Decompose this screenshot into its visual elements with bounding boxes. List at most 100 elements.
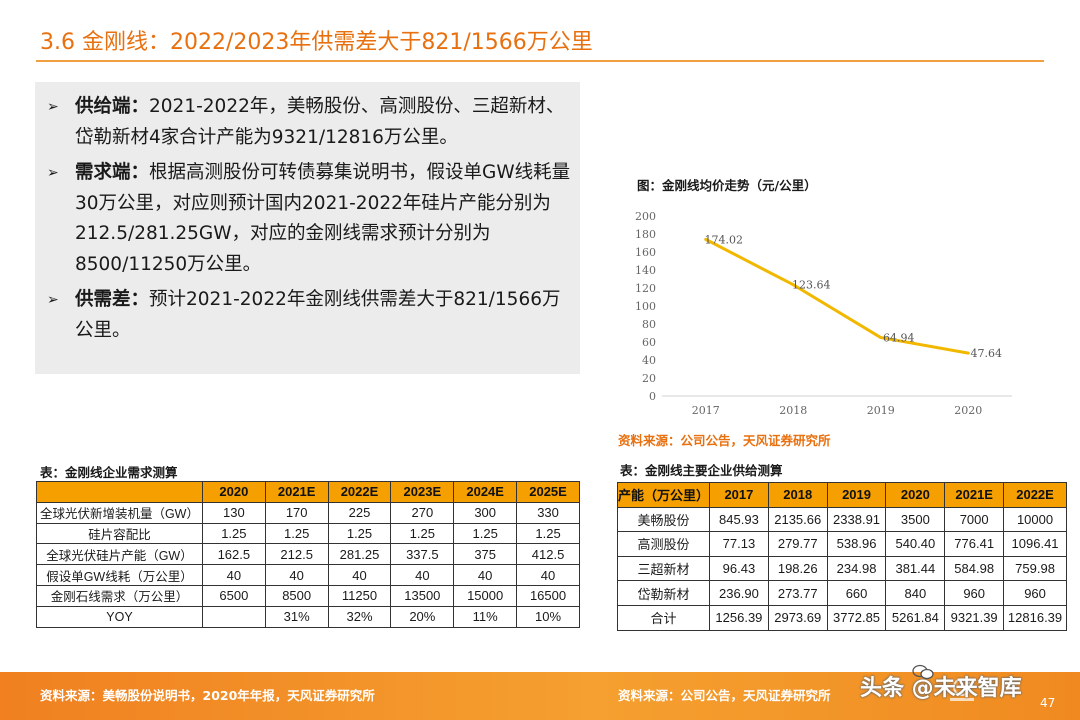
table-cell: 40 (327, 564, 392, 586)
table-row: 合计 1256.39 2973.69 3772.85 5261.84 9321.39 128… (616, 604, 1067, 631)
table-cell: 270 (390, 501, 455, 524)
table-cell: 3772.85 (826, 604, 887, 631)
y-tick-label: 80 (642, 318, 656, 331)
row-label: 金刚石线需求（万公里） (36, 584, 203, 607)
table-cell: 170 (264, 501, 329, 524)
y-tick-label: 140 (635, 264, 656, 277)
table-cell: 162.5 (201, 543, 266, 566)
data-point (966, 351, 970, 355)
footer-bar (0, 672, 1080, 720)
row-label: 三超新材 (616, 555, 711, 582)
price-series-line (705, 238, 969, 355)
bullet-demand: ➢ 需求端：根据高测股份可转债募集说明书，假设单GW线耗量30万公里，对应则预计… (47, 158, 572, 280)
column-header: 2022E (327, 481, 392, 503)
row-label: 硅片容配比 (36, 522, 203, 545)
table-cell: 1.25 (516, 522, 580, 545)
table-header-row: 产能（万公里） 2017 2018 2019 2020 2021E 2022E (616, 482, 1067, 508)
table-cell: 540.40 (885, 531, 946, 557)
y-tick-label: 0 (649, 390, 656, 403)
column-header: 2025E (516, 481, 580, 503)
table-cell: 337.5 (390, 543, 455, 566)
table-cell: 660 (826, 580, 887, 606)
x-tick-label: 2017 (692, 404, 720, 417)
demand-table-caption: 表：金刚线企业需求测算 (40, 465, 178, 480)
table-cell: 279.77 (767, 531, 828, 557)
title-divider (36, 60, 1044, 62)
page-title: 3.6 金刚线：2022/2023年供需差大于821/1566万公里 (40, 30, 593, 55)
table-cell: 2338.91 (826, 506, 887, 533)
row-label: YOY (36, 605, 203, 628)
table-cell: 96.43 (709, 555, 769, 582)
y-tick-label: 20 (642, 372, 656, 385)
table-cell: 198.26 (767, 555, 828, 582)
table-cell: 15000 (453, 584, 518, 607)
y-tick-label: 60 (642, 336, 656, 349)
table-cell: 776.41 (944, 531, 1005, 557)
y-tick-label: 200 (635, 210, 656, 223)
footer-left-source: 资料来源：美畅股份说明书，2020年年报，天风证券研究所 (40, 688, 375, 703)
row-label: 全球光伏硅片产能（GW） (36, 543, 203, 566)
table-row: 全球光伏硅片产能（GW） 162.5 212.5 281.25 337.5 375 412.… (36, 543, 580, 566)
table-cell: 2135.66 (767, 506, 828, 533)
table-cell: 538.96 (826, 531, 887, 557)
table-cell: 960 (944, 580, 1005, 606)
y-tick-label: 100 (635, 300, 656, 313)
table-cell: 960 (1003, 580, 1067, 606)
table-cell: 1.25 (201, 522, 266, 545)
table-cell: 584.98 (944, 555, 1005, 582)
table-row: YOY 31% 32% 20% 11% 10% (36, 605, 580, 628)
arrow-bullet-icon: ➢ (47, 292, 59, 308)
column-header: 2018 (767, 482, 828, 508)
supply-table: 产能（万公里） 2017 2018 2019 2020 2021E 2022E 美畅股份 84… (616, 482, 1067, 631)
table-cell: 1.25 (390, 522, 455, 545)
column-header: 2020 (201, 481, 266, 503)
column-header (36, 481, 203, 503)
y-tick-label: 160 (635, 246, 656, 259)
table-row: 金刚石线需求（万公里） 6500 8500 11250 13500 15000 16500 (36, 584, 580, 607)
table-cell: 281.25 (327, 543, 392, 566)
table-cell: 10000 (1003, 506, 1067, 533)
y-tick-label: 40 (642, 354, 656, 367)
table-cell: 40 (201, 564, 266, 586)
table-cell: 234.98 (826, 555, 887, 582)
data-label: 64.94 (883, 332, 915, 345)
data-label: 174.02 (705, 233, 744, 246)
table-cell: 412.5 (516, 543, 580, 566)
table-cell: 10% (516, 605, 580, 628)
table-cell: 759.98 (1003, 555, 1067, 582)
demand-table: 2020 2021E 2022E 2023E 2024E 2025E 全球光伏新增装机量（… (36, 481, 580, 628)
bullet-text: 预计2021-2022年金刚线供需差大于821/1566万公里。 (75, 289, 561, 341)
page-number: 47 (1040, 696, 1056, 710)
bullet-label: 需求端： (75, 162, 150, 183)
table-row: 假设单GW线耗（万公里） 40 40 40 40 40 40 (36, 564, 580, 586)
table-row: 硅片容配比 1.25 1.25 1.25 1.25 1.25 1.25 (36, 522, 580, 545)
column-header: 2021E (944, 482, 1005, 508)
supply-table-caption: 表：金刚线主要企业供给测算 (620, 463, 783, 478)
row-label: 全球光伏新增装机量（GW） (36, 501, 203, 524)
table-cell: 16500 (516, 584, 580, 607)
bullet-label: 供给端： (75, 96, 150, 117)
table-cell: 7000 (944, 506, 1005, 533)
y-tick-label: 180 (635, 228, 656, 241)
chart-source: 资料来源：公司公告，天风证券研究所 (618, 433, 831, 448)
table-cell: 13500 (390, 584, 455, 607)
table-cell: 212.5 (264, 543, 329, 566)
table-cell: 11250 (327, 584, 392, 607)
table-cell: 40 (390, 564, 455, 586)
table-cell: 2973.69 (767, 604, 828, 631)
table-cell: 32% (327, 605, 392, 628)
table-cell: 5261.84 (885, 604, 946, 631)
bullet-gap: ➢ 供需差：预计2021-2022年金刚线供需差大于821/1566万公里。 (47, 285, 572, 346)
table-cell: 381.44 (885, 555, 946, 582)
table-cell: 6500 (201, 584, 266, 607)
table-cell: 273.77 (767, 580, 828, 606)
column-header: 2024E (453, 481, 518, 503)
table-row: 全球光伏新增装机量（GW） 130 170 225 270 300 330 (36, 501, 580, 524)
table-row: 三超新材 96.43 198.26 234.98 381.44 584.98 759.98 (616, 555, 1067, 582)
table-header-row: 2020 2021E 2022E 2023E 2024E 2025E (36, 481, 580, 503)
table-cell: 840 (885, 580, 946, 606)
table-cell: 3500 (885, 506, 946, 533)
bullet-supply: ➢ 供给端：2021-2022年，美畅股份、高测股份、三超新材、岱勒新材4家合计… (47, 92, 572, 153)
table-cell: 1.25 (327, 522, 392, 545)
row-label: 岱勒新材 (616, 580, 711, 606)
